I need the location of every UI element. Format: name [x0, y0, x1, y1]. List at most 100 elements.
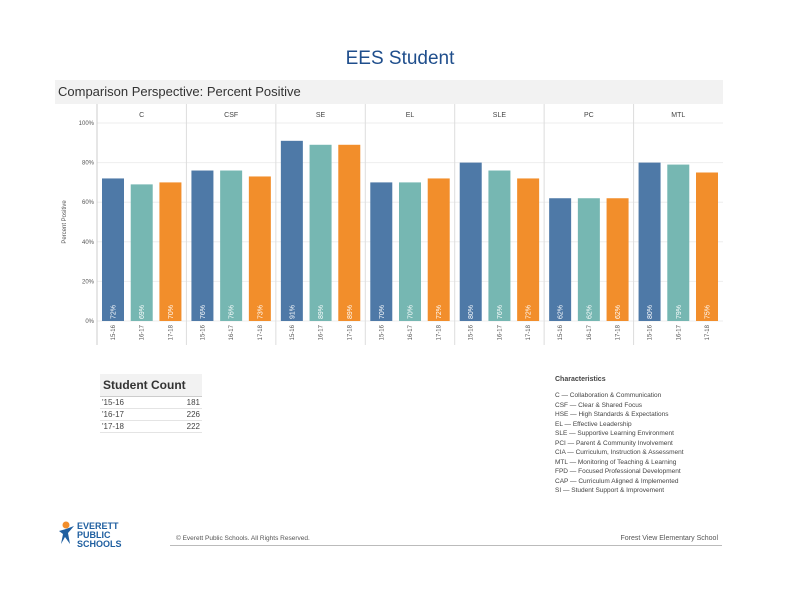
bar	[309, 144, 332, 321]
x-tick-label: 17-18	[616, 324, 622, 340]
student-count-row: '16-17 226	[100, 409, 202, 421]
bar-value-label: 62%	[558, 305, 565, 319]
logo-figure-icon	[59, 521, 74, 544]
bar-value-label: 76%	[200, 305, 207, 319]
student-count-table: Student Count '15-16 181 '16-17 226 '17-18 22…	[100, 374, 202, 433]
bar-value-label: 80%	[647, 305, 654, 319]
characteristic-item: C — Collaboration & Communication	[555, 392, 662, 399]
y-axis-label: Percent Positive	[62, 200, 68, 244]
group-label: EL	[406, 112, 415, 119]
student-count-rows: '15-16 181 '16-17 226 '17-18 222	[100, 397, 202, 433]
bar-value-label: 70%	[379, 305, 386, 319]
group-label: CSF	[224, 112, 238, 119]
footer-school-name: Forest View Elementary School	[620, 535, 718, 542]
bar-value-label: 72%	[111, 305, 118, 319]
bar	[248, 176, 271, 321]
y-tick-label: 0%	[85, 319, 94, 325]
x-tick-label: 16-17	[140, 324, 146, 340]
bar-value-label: 79%	[676, 305, 683, 319]
bar	[459, 162, 482, 321]
characteristic-item: CAP — Curriculum Aligned & Implemented	[555, 477, 679, 485]
bar	[517, 178, 540, 321]
bar-value-label: 89%	[347, 305, 354, 319]
bar	[280, 140, 303, 321]
y-tick-label: 20%	[82, 279, 95, 285]
bar	[488, 170, 511, 321]
characteristics-title: Characteristics	[555, 376, 606, 383]
bar-value-label: 72%	[526, 305, 533, 319]
x-tick-label: 17-18	[347, 324, 353, 340]
bar-value-label: 80%	[468, 305, 475, 319]
bar	[370, 182, 393, 321]
x-tick-label: 16-17	[676, 324, 682, 340]
student-count-row: '15-16 181	[100, 397, 202, 409]
y-tick-label: 60%	[82, 200, 95, 206]
student-count-row: '17-18 222	[100, 421, 202, 433]
section-title: Comparison Perspective: Percent Positive	[58, 84, 301, 99]
characteristic-item: MTL — Monitoring of Teaching & Learning	[555, 458, 677, 466]
logo-line2: PUBLIC SCHOOLS	[77, 530, 122, 549]
bar	[159, 182, 182, 321]
student-count-year: '16-17	[102, 410, 124, 419]
bar-value-label: 69%	[139, 305, 146, 319]
bar	[606, 198, 629, 321]
characteristic-item: CIA — Curriculum, Instruction & Assessme…	[555, 449, 684, 456]
bar	[549, 198, 572, 321]
characteristic-item: HSE — High Standards & Expectations	[555, 411, 669, 418]
x-tick-label: 15-16	[379, 324, 385, 340]
x-tick-label: 17-18	[168, 324, 174, 340]
x-tick-label: 16-17	[408, 324, 414, 340]
x-tick-label: 16-17	[229, 324, 235, 340]
bar-value-label: 76%	[497, 305, 504, 319]
x-tick-label: 16-17	[587, 324, 593, 340]
x-tick-label: 15-16	[111, 324, 117, 340]
bar	[399, 182, 421, 321]
bar-value-label: 91%	[289, 305, 296, 319]
group-label: PC	[584, 112, 594, 119]
x-tick-label: 15-16	[469, 324, 475, 340]
group-label: SLE	[493, 112, 507, 119]
student-count-title: Student Count	[100, 374, 202, 397]
group-label: MTL	[671, 112, 685, 119]
characteristics-list: C — Collaboration & Communication CSF — C…	[555, 391, 735, 496]
characteristic-item: SI — Student Support & Improvement	[555, 487, 665, 494]
y-tick-label: 100%	[79, 121, 95, 127]
characteristic-item: CSF — Clear & Shared Focus	[555, 401, 643, 409]
bar-value-label: 75%	[705, 305, 712, 319]
bar-value-label: 73%	[257, 305, 264, 319]
footer-copyright: © Everett Public Schools. All Rights Res…	[176, 535, 310, 542]
characteristic-item: FPD — Focused Professional Development	[555, 468, 681, 475]
x-tick-label: 17-18	[258, 324, 264, 340]
x-tick-label: 17-18	[526, 324, 532, 340]
x-tick-label: 17-18	[705, 324, 711, 340]
characteristics-legend: Characteristics C — Collaboration & Comm…	[555, 376, 735, 496]
bar-value-label: 89%	[318, 305, 325, 319]
student-count-year: '15-16	[102, 398, 124, 407]
bar	[577, 198, 600, 321]
group-label: C	[139, 112, 144, 119]
district-logo: EVERETT PUBLIC SCHOOLS	[57, 520, 157, 549]
bar	[130, 184, 153, 321]
bar-value-label: 72%	[436, 305, 443, 319]
bar	[667, 164, 690, 321]
x-tick-label: 15-16	[200, 324, 206, 340]
logo-line1: EVERETT	[77, 521, 119, 531]
bar	[102, 178, 124, 321]
bar-value-label: 70%	[168, 305, 175, 319]
student-count-value: 226	[186, 410, 200, 419]
student-count-value: 222	[186, 422, 200, 431]
x-tick-label: 15-16	[558, 324, 564, 340]
x-tick-label: 16-17	[497, 324, 503, 340]
bar	[427, 178, 450, 321]
bar	[338, 144, 361, 321]
page-title: EES Student	[345, 48, 455, 69]
bar-value-label: 62%	[615, 305, 622, 319]
x-tick-label: 16-17	[319, 324, 325, 340]
bar-value-label: 76%	[229, 305, 236, 319]
x-tick-label: 17-18	[437, 324, 443, 340]
bar	[220, 170, 243, 321]
bar	[696, 172, 718, 321]
y-tick-label: 80%	[82, 161, 95, 167]
x-tick-label: 15-16	[648, 324, 654, 340]
